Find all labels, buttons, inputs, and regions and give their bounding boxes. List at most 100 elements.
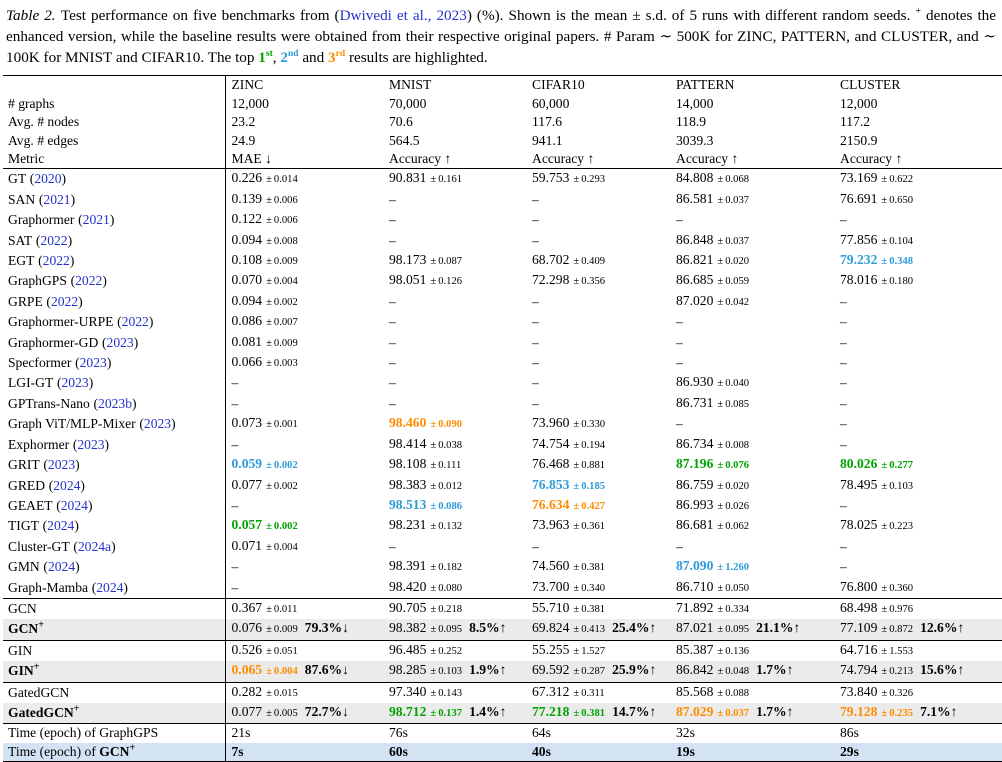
improvement-delta: 87.6%↓ <box>304 662 349 678</box>
plus-minus-sign: ± <box>430 521 437 533</box>
std-dev-value: 0.042 <box>725 296 750 308</box>
citation-year-link[interactable]: 2024 <box>47 559 76 575</box>
plus-minus-sign: ± <box>266 296 272 308</box>
citation-year-link[interactable]: 2023 <box>61 375 89 391</box>
std-dev-value: 0.287 <box>581 666 606 678</box>
result-cell: 64.716 ±1.553 <box>834 639 1002 662</box>
result-cell: – <box>834 292 1002 312</box>
caption-citation-link[interactable]: Dwivedi et al., 2023 <box>339 7 467 24</box>
plus-superscript: + <box>38 619 44 631</box>
method-label-cell: GRED (2024) <box>3 475 226 496</box>
std-dev-value: 0.976 <box>889 603 914 615</box>
result-value: 76.468 <box>532 456 570 472</box>
citation-year-link[interactable]: 2023 <box>79 355 107 371</box>
citation-year-link[interactable]: 2024 <box>60 497 88 513</box>
result-cell: – <box>526 190 670 210</box>
citation: (2023) <box>73 437 109 452</box>
result-cell: 73.963 ±0.361 <box>526 516 670 536</box>
result-cell: – <box>383 373 526 393</box>
result-value: – <box>389 395 396 411</box>
result-cell: 86.685 ±0.059 <box>670 271 834 291</box>
plus-minus-sign: ± <box>717 645 724 657</box>
citation-year-link[interactable]: 2023 <box>77 436 105 452</box>
improvement-delta: 25.4%↑ <box>612 620 657 636</box>
std-dev-value: 0.330 <box>581 419 606 431</box>
std-dev-value: 0.076 <box>725 460 750 472</box>
column-header: PATTERN <box>676 77 735 93</box>
std-dev-value: 0.381 <box>581 603 606 615</box>
open-paren: ( <box>43 559 48 575</box>
citation-year-link[interactable]: 2024 <box>47 518 75 534</box>
std-dev-value: 0.006 <box>273 194 298 206</box>
caption-text: ) (%). Shown is the mean ± s.d. of 5 run… <box>466 7 916 24</box>
std-dev-value: 0.161 <box>438 174 463 186</box>
citation-year-link[interactable]: 2020 <box>34 171 62 187</box>
citation-year-link[interactable]: 2022 <box>75 273 103 289</box>
result-value: 87.090 <box>676 558 714 574</box>
citation-year-link[interactable]: 2023 <box>47 457 76 473</box>
plus-superscript: + <box>915 5 922 17</box>
citation-year-link[interactable]: 2023b <box>98 395 133 411</box>
citation: (2024) <box>56 498 92 513</box>
stat-value: 12,000 <box>231 95 269 111</box>
result-cell: – <box>834 210 1002 230</box>
result-value: 98.382 <box>389 620 427 636</box>
std-dev-value: 0.356 <box>581 276 606 288</box>
citation-year-link[interactable]: 2024 <box>53 477 81 493</box>
result-cell: 0.077 ±0.005 72.7%↓ <box>225 702 383 724</box>
citation-year-link[interactable]: 2022 <box>50 293 79 309</box>
stat-value: Accuracy ↑ <box>383 150 526 170</box>
citation-year-link[interactable]: 2024a <box>77 538 112 554</box>
result-cell: 0.071 ±0.004 <box>225 537 383 557</box>
improvement-delta: 1.7%↑ <box>756 703 794 719</box>
method-name: GatedGCN <box>8 684 70 700</box>
result-cell: 98.712 ±0.137 1.4%↑ <box>383 702 526 724</box>
result-value: – <box>231 497 239 513</box>
result-cell: 84.808 ±0.068 <box>670 168 834 190</box>
std-dev-value: 0.008 <box>273 235 298 247</box>
column-header: ZINC <box>231 77 264 93</box>
plus-minus-sign: ± <box>573 500 580 512</box>
result-value: 0.070 <box>231 272 263 288</box>
citation-year-link[interactable]: 2021 <box>82 212 110 228</box>
plus-minus-sign: ± <box>573 276 580 288</box>
rank-third-suffix: rd <box>335 48 346 59</box>
open-paren: ( <box>78 212 83 228</box>
stat-row-label: Avg. # nodes <box>3 113 226 132</box>
result-value: 0.086 <box>231 313 263 329</box>
citation-year-link[interactable]: 2023 <box>143 416 172 432</box>
citation-year-link[interactable]: 2024 <box>96 579 124 595</box>
citation-year-link[interactable]: 2022 <box>40 232 68 248</box>
plus-minus-sign: ± <box>430 419 437 431</box>
stat-value: 70,000 <box>389 95 427 111</box>
citation-year-link[interactable]: 2022 <box>121 314 149 330</box>
stat-value: Accuracy ↑ <box>670 150 834 170</box>
result-cell: 86s <box>834 723 1002 743</box>
result-value: 98.051 <box>389 272 427 288</box>
method-name: GRED <box>8 477 46 493</box>
citation-year-link[interactable]: 2022 <box>42 253 70 269</box>
result-value: 72.298 <box>532 272 570 288</box>
result-value: 86.842 <box>676 662 714 678</box>
result-value: 87.196 <box>676 456 714 472</box>
improvement-delta: 14.7%↑ <box>612 703 657 719</box>
citation-year-link[interactable]: 2023 <box>106 334 134 350</box>
caption-text: denotes the enhanced version, while the … <box>6 7 997 66</box>
std-dev-value: 0.293 <box>581 174 606 186</box>
table-row: Time (epoch) of GCN+ 7s 60s 40s 19s 29s <box>3 742 1002 762</box>
close-paren: ) <box>69 253 75 269</box>
open-paren: ( <box>38 191 44 207</box>
std-dev-value: 0.002 <box>273 296 298 308</box>
result-cell: – <box>526 333 670 353</box>
result-cell: 0.057 ±0.002 <box>225 516 383 536</box>
plus-minus-sign: ± <box>430 645 437 657</box>
result-cell: 86.581 ±0.037 <box>670 190 834 210</box>
method-name: Graphormer <box>8 212 75 228</box>
result-value: 0.282 <box>231 683 263 699</box>
result-cell: 87.029 ±0.037 1.7%↑ <box>670 702 834 724</box>
method-label-cell: Exphormer (2023) <box>3 434 226 456</box>
plus-minus-sign: ± <box>266 603 272 615</box>
result-cell: – <box>383 231 526 251</box>
result-value: 19s <box>676 743 695 759</box>
citation-year-link[interactable]: 2021 <box>43 191 71 207</box>
